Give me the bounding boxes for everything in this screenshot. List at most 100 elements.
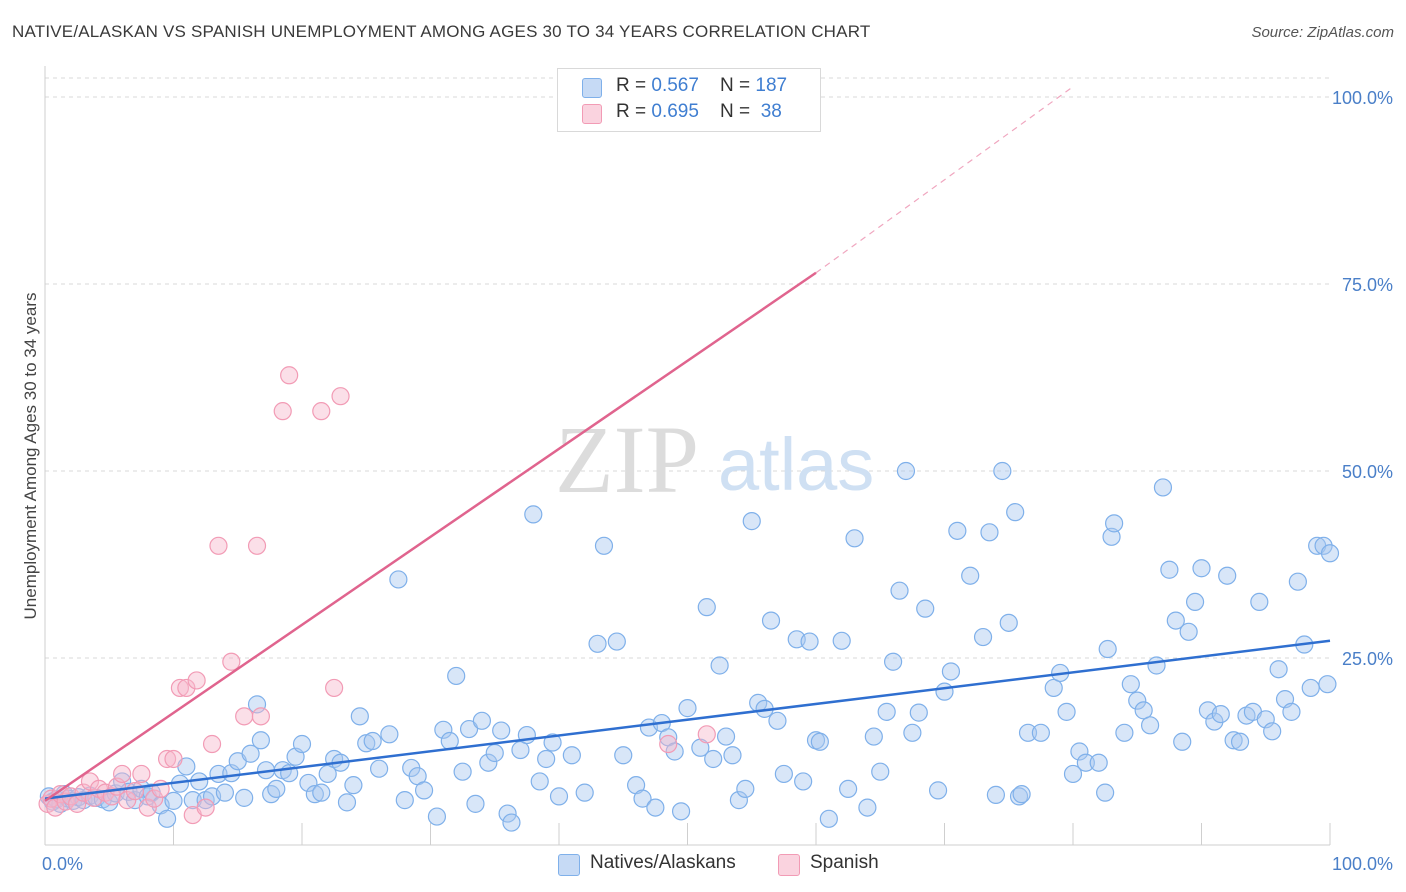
natives-point <box>312 783 331 802</box>
natives-point <box>1018 723 1038 742</box>
y-axis-label: Unemployment Among Ages 30 to 34 years <box>21 293 40 620</box>
natives-point <box>697 598 716 617</box>
natives-point <box>928 781 948 800</box>
natives-point <box>1166 611 1185 630</box>
natives-point <box>716 727 736 746</box>
natives-point <box>247 695 267 714</box>
series-legend-label-natives: Natives/Alaskans <box>590 852 736 873</box>
natives-point <box>909 703 928 722</box>
spanish-point <box>273 402 292 421</box>
natives-point <box>447 666 466 686</box>
natives-point <box>948 521 967 540</box>
natives-point <box>1185 592 1205 612</box>
watermark-atlas: atlas <box>718 423 874 506</box>
spanish-point <box>659 734 678 754</box>
natives-point <box>832 631 851 650</box>
natives-point <box>511 740 530 760</box>
natives-point <box>575 783 594 802</box>
natives-point <box>1288 572 1307 591</box>
y-tick-label: 75.0% <box>1342 275 1393 295</box>
natives-point <box>633 789 652 808</box>
natives-point <box>453 762 472 781</box>
natives-point <box>704 749 723 769</box>
watermark-zip: ZIP <box>555 406 699 513</box>
natives-point <box>1147 656 1166 675</box>
legend-n-label: N = <box>720 75 756 96</box>
natives-point <box>1070 742 1089 761</box>
natives-point <box>562 746 581 765</box>
y-tick-label: 100.0% <box>1332 88 1393 108</box>
natives-point <box>235 788 254 807</box>
legend-r-label: R = <box>616 101 652 122</box>
natives-point <box>434 720 453 739</box>
natives-point <box>646 798 665 817</box>
natives-point <box>768 711 787 730</box>
natives-point <box>1102 527 1121 546</box>
series-natives-points <box>39 461 1340 832</box>
natives-point <box>819 809 838 828</box>
series-legend-swatch-spanish <box>778 854 800 876</box>
natives-point <box>549 787 569 806</box>
natives-point <box>1320 544 1340 563</box>
natives-point <box>1063 764 1083 784</box>
natives-point <box>1006 503 1025 522</box>
natives-point <box>1115 723 1134 742</box>
natives-point <box>363 731 382 751</box>
natives-point <box>262 785 281 804</box>
natives-point <box>1134 701 1153 720</box>
natives-point <box>241 744 260 763</box>
trend-line-natives <box>44 639 1331 800</box>
natives-point <box>723 746 742 765</box>
natives-point <box>903 723 922 742</box>
natives-point <box>1318 675 1337 694</box>
natives-point <box>1192 559 1211 578</box>
natives-point <box>530 772 549 791</box>
natives-point <box>871 762 890 781</box>
natives-point <box>1121 675 1140 694</box>
natives-point <box>1224 731 1243 750</box>
natives-point <box>389 570 408 589</box>
natives-point <box>1160 560 1179 579</box>
spanish-point <box>312 402 331 421</box>
natives-point <box>729 791 749 810</box>
natives-point <box>993 461 1012 481</box>
spanish-point <box>125 782 145 801</box>
natives-point <box>251 731 270 750</box>
chart-source: Source: ZipAtlas.com <box>1251 24 1394 41</box>
natives-point <box>459 719 479 739</box>
natives-point <box>164 791 183 810</box>
natives-point <box>1179 622 1198 641</box>
natives-point <box>292 734 312 754</box>
natives-point <box>472 711 491 730</box>
natives-point <box>1263 722 1282 741</box>
spanish-point <box>112 764 132 784</box>
spanish-point <box>46 798 65 817</box>
natives-point <box>877 702 896 721</box>
legend-n-value: 38 <box>755 101 782 122</box>
natives-point <box>485 743 504 763</box>
legend-r-value: 0.695 <box>651 101 699 122</box>
legend-text-spanish: R = 0.695 N = 38 <box>616 101 782 123</box>
x-tick-label-min: 0.0% <box>42 854 83 874</box>
natives-point <box>742 512 761 531</box>
natives-point <box>1044 678 1063 698</box>
legend-r-label: R = <box>616 75 652 96</box>
natives-point <box>370 759 389 778</box>
natives-point <box>614 746 633 765</box>
spanish-point <box>196 798 215 817</box>
natives-point <box>350 707 369 726</box>
natives-point <box>1269 660 1288 679</box>
natives-point <box>466 794 485 813</box>
series-spanish-points <box>38 87 768 825</box>
natives-point <box>839 779 858 799</box>
y-tick-label: 25.0% <box>1342 649 1393 669</box>
natives-point <box>344 776 363 795</box>
natives-point <box>395 791 414 810</box>
natives-point <box>678 699 697 718</box>
spanish-point <box>235 707 254 726</box>
natives-point <box>1098 639 1117 659</box>
natives-point <box>941 662 961 681</box>
natives-point <box>1105 514 1124 533</box>
legend-n-value: 187 <box>755 75 788 96</box>
